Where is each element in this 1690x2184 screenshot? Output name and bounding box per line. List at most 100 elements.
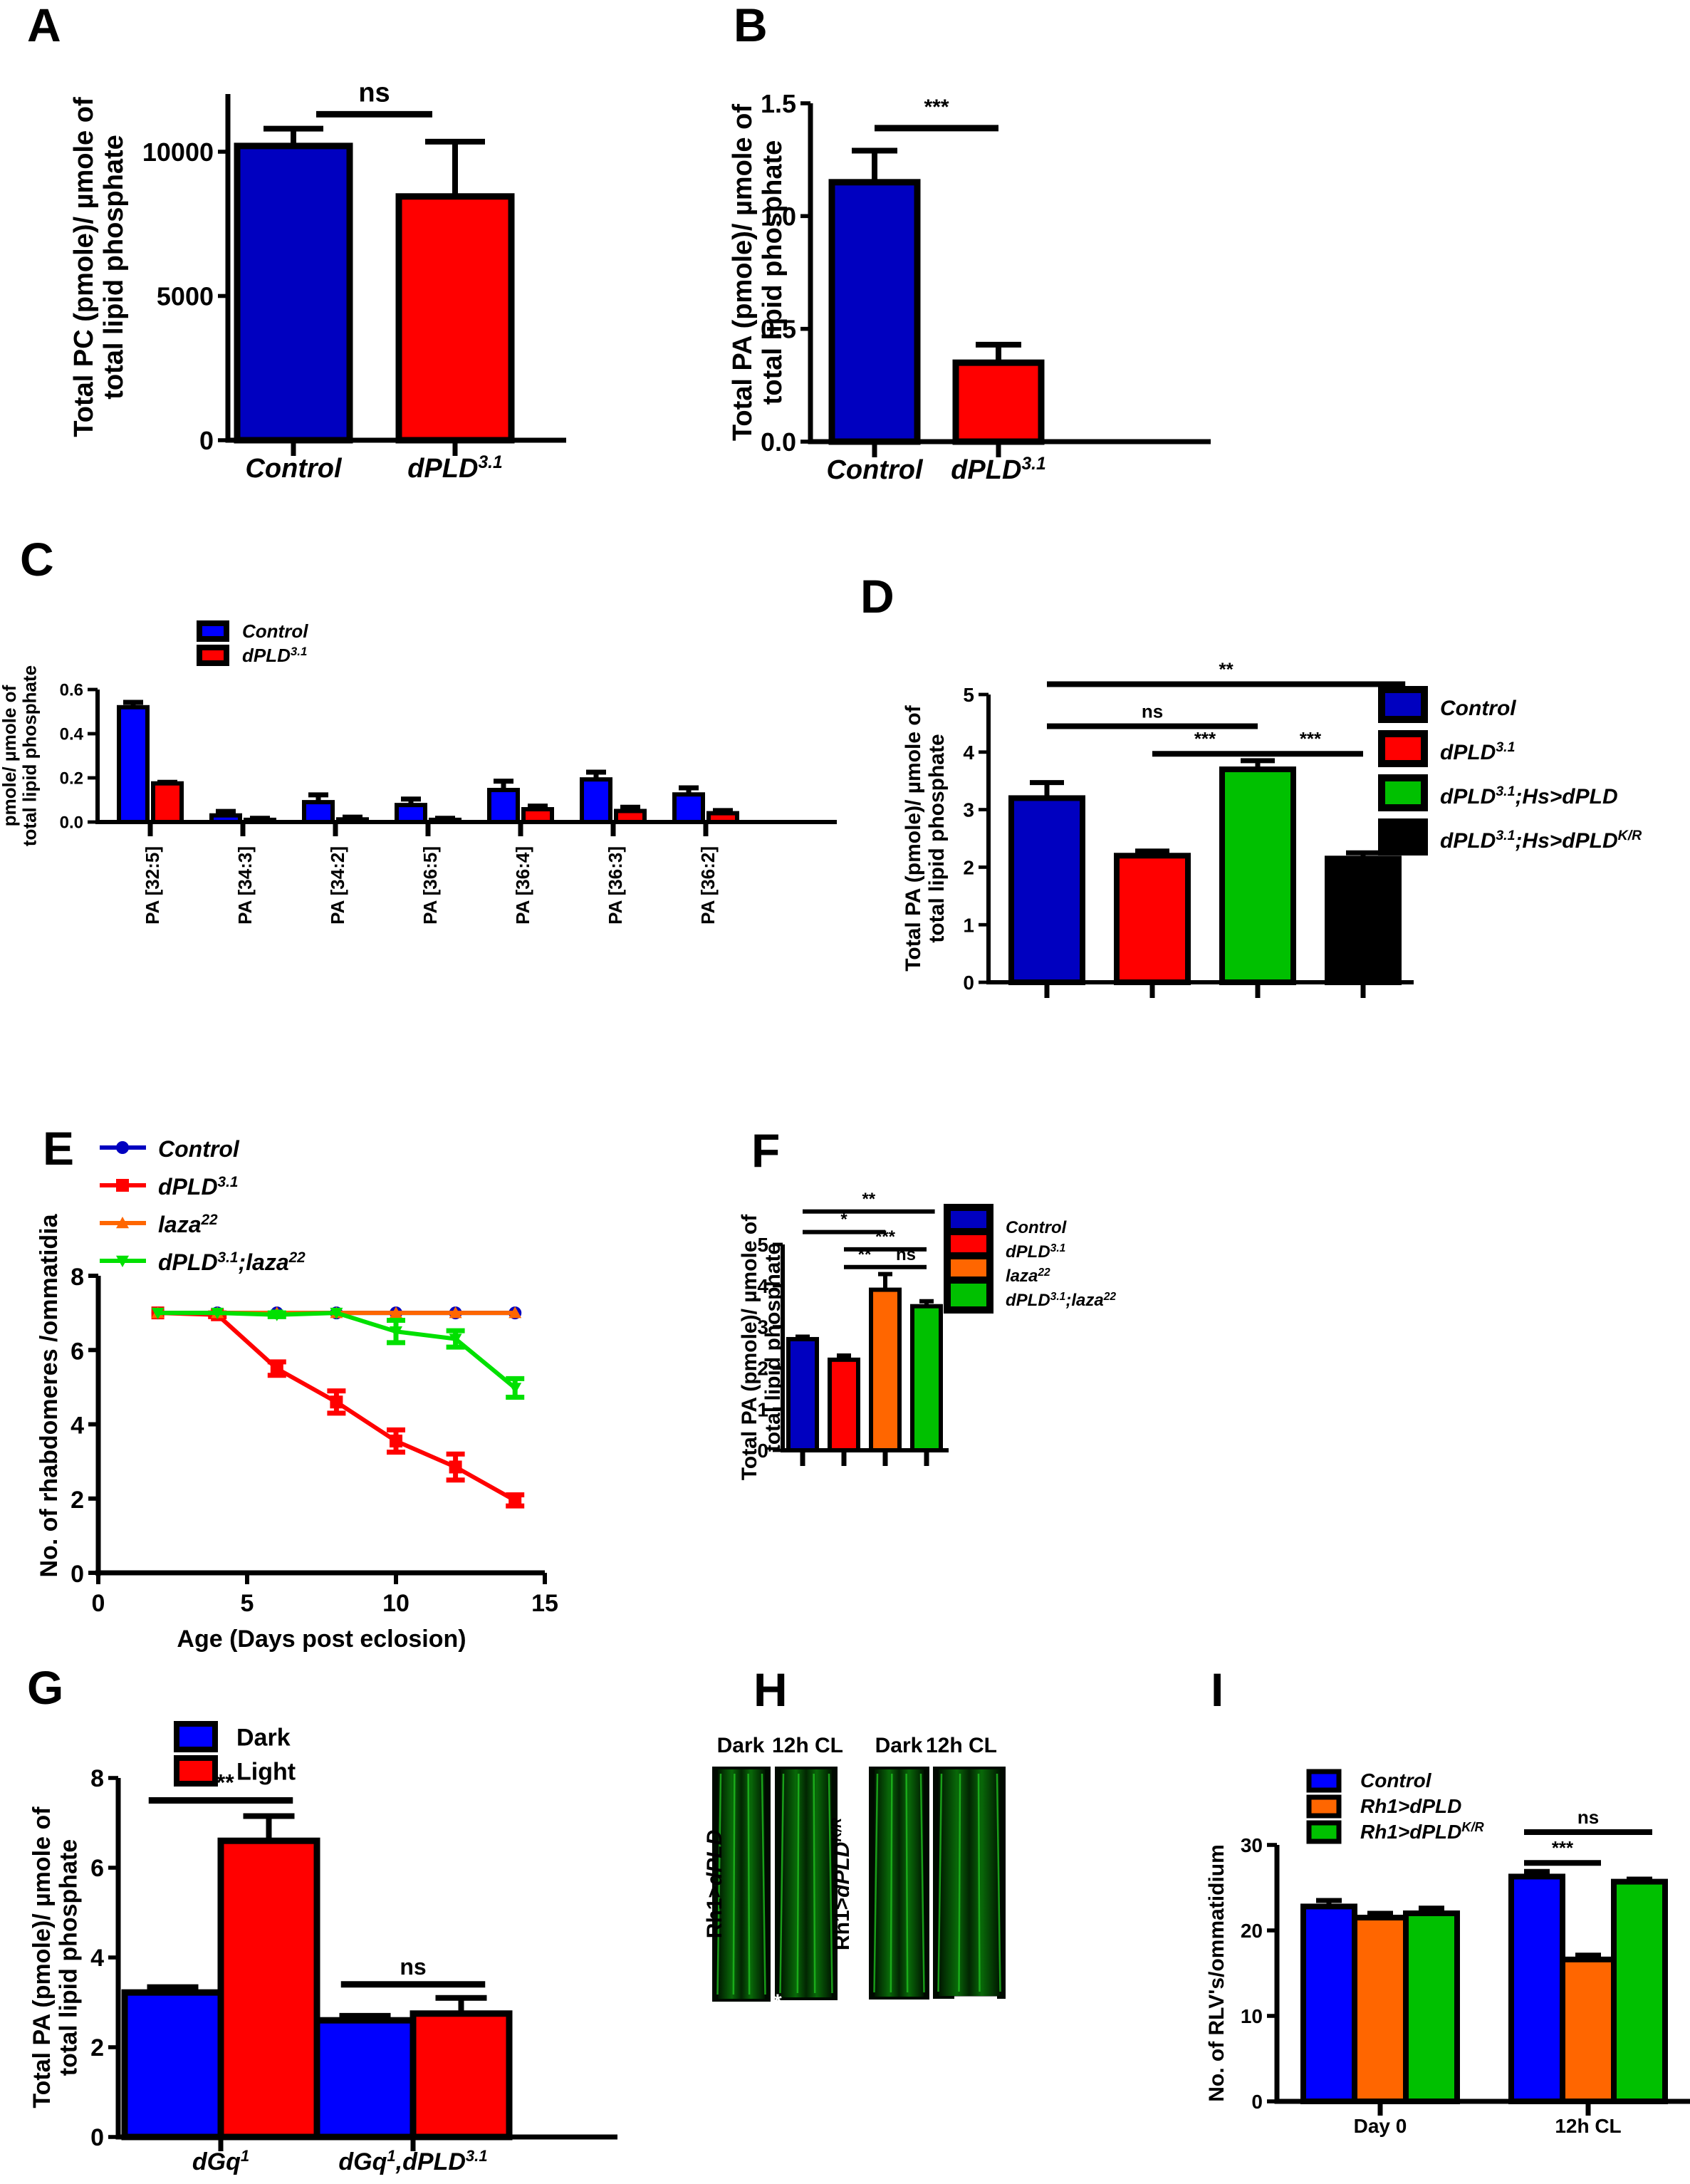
y-tick-label: 20 (1241, 1920, 1263, 1942)
panel-a-pc-bar-chart: A 0 5000 10000 Total PC (pmole)/ µmole of tot… (27, 0, 566, 484)
x-tick-label-group: PA [36:5] (419, 846, 441, 925)
x-tick-label: 15 (531, 1590, 558, 1617)
y-tick-label: 2 (963, 856, 974, 878)
bar (786, 1336, 819, 1452)
legend-swatch (197, 645, 229, 666)
panel-label: D (860, 570, 894, 623)
rhabdomere-signal (781, 1769, 832, 1997)
legend-label: Control (242, 620, 308, 642)
significance-label: *** (1300, 728, 1322, 749)
y-tick-label: 0 (963, 972, 974, 994)
rhabdomere-line (905, 1773, 909, 1993)
rhabdomere-line (890, 1773, 893, 1993)
bar (828, 1357, 860, 1452)
significance-label: *** (875, 1227, 896, 1247)
y-tick-label: 0 (757, 1440, 768, 1462)
legend-label: Rh1>dPLDK/R (1360, 1820, 1485, 1843)
marker-triangle-down (211, 1307, 224, 1320)
panel-label: G (27, 1661, 63, 1714)
y-axis-label-line: Total PC (pmole)/ µmole of (69, 97, 99, 437)
legend-label: Rh1>dPLD (1360, 1795, 1461, 1817)
y-axis-label: Total PA (pmole)/ µmole of total lipid ph… (902, 704, 949, 971)
y-tick-label: 3 (757, 1316, 768, 1338)
rhabdomere-line (761, 1773, 766, 1995)
image-column-label: 12h CL (926, 1734, 997, 1757)
bar (614, 808, 647, 824)
x-tick-label: 10 (382, 1590, 410, 1617)
image-row-label: Rh1>dPLDK/R (829, 1818, 854, 1950)
bar (121, 1989, 224, 2141)
y-tick-label: 0 (71, 1561, 84, 1588)
panel-label: H (753, 1663, 788, 1716)
legend-swatch (1378, 774, 1428, 811)
bar (1403, 1910, 1460, 2104)
y-tick-label: 2 (757, 1357, 768, 1379)
panel-d-pa-rescue-bar-chart: D 0 1 2 3 4 5 Total PA (pmole)/ µmole of total l… (860, 570, 1642, 998)
series-3 (151, 1307, 525, 1400)
y-axis-label-line: total lipid phosphate (19, 665, 41, 846)
bar (395, 803, 427, 825)
bar (336, 817, 369, 825)
bar (1611, 1878, 1668, 2105)
significance-label: * (840, 1210, 847, 1229)
legend-label: laza22 (1006, 1267, 1050, 1286)
bar (1325, 856, 1402, 986)
x-tick-label: PA [36:2] (697, 846, 719, 925)
x-tick-label-group: PA [32:5] (142, 846, 163, 925)
rhabdomere-line (996, 1773, 1001, 1992)
legend-swatch (174, 1721, 218, 1752)
marker-triangle-down (330, 1307, 343, 1320)
x-tick-label-group: PA [34:3] (234, 846, 256, 925)
legend-label: dPLD3.1 (1006, 1242, 1065, 1262)
bar (521, 807, 554, 825)
x-tick-label: PA [34:3] (234, 846, 256, 925)
rhabdomere-signal (875, 1769, 924, 1997)
x-tick-label: dGq1,dPLD3.1 (338, 2147, 487, 2176)
bar (1008, 795, 1085, 985)
marker-square (270, 1362, 283, 1376)
y-axis-label-line: Total PA (pmole)/ µmole of (738, 1214, 761, 1480)
panel-label: B (734, 0, 768, 51)
legend-swatch (1378, 730, 1428, 767)
significance-label: *** (1194, 728, 1216, 749)
x-tick-label: PA [36:4] (512, 846, 533, 925)
y-axis-label-line: Total PA (pmole)/ µmole of (728, 104, 758, 441)
rhabdomere-signal (939, 1769, 1000, 1996)
panel-g-pa-light-bar-chart: G 0 2 4 6 8 Total PA (pmole)/ µmole of total li… (27, 1661, 617, 2175)
rhabdomere-line (732, 1773, 736, 1995)
significance-label: ns (358, 78, 390, 108)
legend-label: Control (1360, 1769, 1432, 1792)
y-tick-label: 1 (757, 1398, 768, 1420)
y-tick-label: 1.0 (761, 202, 796, 231)
y-tick-label: 2 (90, 2034, 104, 2061)
bar (1300, 1903, 1357, 2104)
image-column-label: Dark (717, 1734, 765, 1757)
significance-label: *** (924, 95, 949, 119)
marker-square (508, 1494, 522, 1507)
significance-label: ** (1219, 658, 1233, 680)
bar (1219, 766, 1296, 986)
image-column-label: Dark (875, 1734, 923, 1757)
bar (828, 179, 921, 445)
y-tick-label: 0.4 (60, 725, 84, 744)
legend-swatch (944, 1276, 993, 1314)
bar (1352, 1915, 1409, 2104)
x-tick-label-group: PA [34:2] (327, 846, 348, 925)
y-tick-label: 10000 (142, 137, 214, 167)
y-tick-label: 5000 (157, 281, 214, 311)
marker-triangle-up (449, 1306, 462, 1319)
bar (429, 817, 461, 825)
rhabdomere-signal (718, 1769, 765, 1999)
y-tick-label: 3 (963, 799, 974, 821)
bar (151, 781, 184, 824)
y-axis-label: Total PA (pmole)/ µmole of total lipid ph… (738, 1214, 785, 1480)
significance-label: ns (1577, 1806, 1599, 1828)
panel-label: F (751, 1124, 780, 1177)
y-tick-label: 0.0 (761, 427, 796, 457)
x-tick-label: dGq1 (192, 2147, 249, 2176)
